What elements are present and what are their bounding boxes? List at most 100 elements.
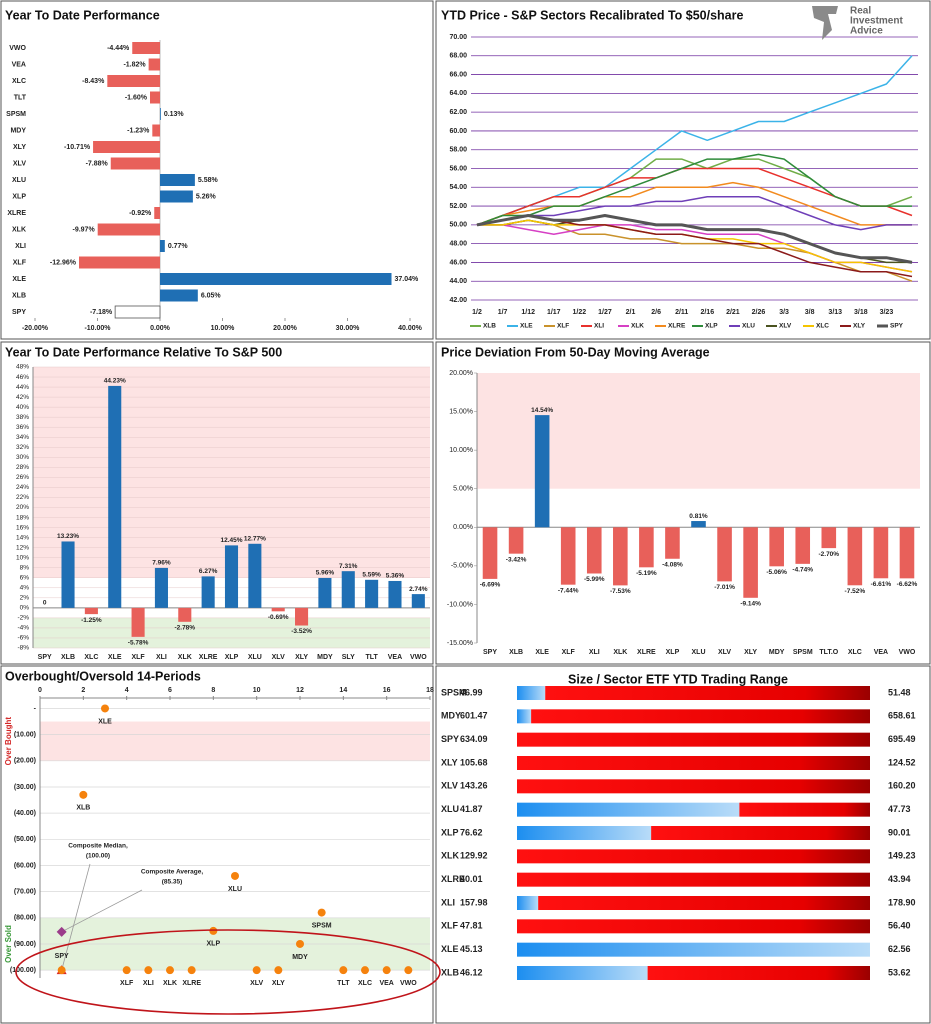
value-label: -5.78% [128, 640, 149, 647]
x-tick-label: 2/21 [726, 309, 740, 316]
series-line [476, 214, 913, 264]
chart-title: Size / Sector ETF YTD Trading Range [568, 672, 788, 686]
legend-label: XLU [742, 323, 755, 330]
point [209, 926, 218, 935]
x-tick-label: MDY [317, 654, 333, 661]
bar [160, 108, 161, 120]
high-label: 695.49 [888, 734, 916, 744]
value-label: 5.26% [196, 193, 217, 200]
y-tick-label: 20% [16, 504, 29, 511]
x-tick-label: SLY [342, 654, 355, 661]
x-tick-label: 16 [383, 687, 391, 694]
panel-frame [435, 0, 931, 340]
band-label: Over Sold [4, 925, 13, 963]
x-tick-label: XLRE [199, 654, 218, 661]
value-label: -1.82% [123, 61, 146, 68]
high-label: 47.73 [888, 804, 911, 814]
series-line [476, 153, 912, 226]
y-tick-label: (40.00) [14, 810, 36, 817]
y-tick-label: 62.00 [449, 109, 467, 116]
annotation-text: (100.00) [86, 853, 110, 860]
bar [769, 527, 784, 567]
bar [107, 75, 160, 87]
category-label: XLP [12, 193, 26, 200]
value-label: -5.06% [766, 569, 787, 576]
chart-title: Price Deviation From 50-Day Moving Avera… [441, 345, 710, 359]
bar [534, 415, 550, 528]
y-tick-label: (30.00) [14, 784, 36, 791]
range-remaining [517, 849, 870, 864]
high-label: 62.56 [888, 944, 911, 954]
y-tick-label: 14% [16, 534, 29, 541]
value-label: 5.36% [386, 573, 405, 580]
y-tick-label: 44% [16, 384, 29, 391]
legend-label: XLRE [668, 323, 686, 330]
point-label: MDY [292, 954, 308, 961]
point [339, 966, 348, 975]
value-label: 37.04% [395, 276, 420, 283]
y-tick-label: 34% [16, 434, 29, 441]
legend-label: SPY [890, 323, 904, 330]
y-tick-label: 56.00 [449, 165, 467, 172]
range-traveled [517, 966, 648, 980]
category-label: XLB [12, 292, 26, 299]
bar [411, 594, 425, 608]
series-line [476, 195, 912, 231]
range-remaining [531, 709, 870, 724]
legend-label: XLF [557, 323, 569, 330]
legend-label: XLC [816, 323, 829, 330]
y-tick-label: 64.00 [449, 90, 467, 97]
bar [613, 527, 628, 586]
band [33, 367, 430, 578]
y-tick-label: 28% [16, 464, 29, 471]
value-label: 6.05% [201, 292, 222, 299]
point [166, 966, 174, 975]
chart-title: Year To Date Performance Relative To S&P… [5, 345, 282, 359]
point [252, 966, 261, 975]
value-label: 12.45% [220, 537, 242, 544]
range-remaining [517, 756, 870, 770]
y-tick-label: 50.00 [449, 222, 467, 229]
x-tick-label: 12 [296, 687, 304, 694]
value-label: 0.13% [164, 111, 185, 118]
category-label: VEA [12, 61, 26, 68]
value-label: -0.92% [129, 210, 152, 217]
bar [131, 607, 145, 637]
bar [482, 527, 498, 579]
y-tick-label: (100.00) [10, 967, 36, 974]
y-tick-label: (70.00) [14, 888, 36, 895]
category-label: XLK [12, 226, 26, 233]
bar [248, 543, 262, 608]
high-label: 43.94 [888, 874, 911, 884]
legend-label: XLP [705, 323, 718, 330]
y-tick-label: 52.00 [449, 203, 467, 210]
point-label: XLI [143, 980, 154, 987]
point [187, 966, 196, 975]
y-tick-label: 58.00 [449, 147, 467, 154]
bar [717, 527, 732, 582]
low-label: 129.92 [460, 851, 488, 861]
value-label: -8.43% [82, 78, 105, 85]
value-label: 6.27% [199, 568, 218, 575]
x-tick-label: 2 [81, 687, 85, 694]
range-remaining [517, 779, 870, 794]
high-label: 160.20 [888, 781, 916, 791]
band [40, 721, 430, 761]
range-remaining [517, 872, 870, 887]
ticker: XLV [441, 781, 458, 791]
x-tick-label: -10.00% [84, 325, 111, 332]
bar [691, 521, 706, 528]
bar [508, 527, 524, 554]
low-label: 143.26 [460, 781, 488, 791]
point-label: XLRE [182, 980, 201, 987]
bar [93, 141, 160, 153]
x-tick-label: 3/13 [828, 309, 842, 316]
category-label: TLT [14, 94, 27, 101]
x-tick-label: 2/11 [675, 309, 688, 316]
bar [560, 527, 576, 585]
range-remaining [647, 966, 870, 980]
y-tick-label: 30% [16, 454, 29, 461]
y-tick-label: 68.00 [449, 53, 467, 60]
y-tick-label: -15.00% [447, 640, 473, 647]
value-label: -2.78% [174, 625, 195, 632]
